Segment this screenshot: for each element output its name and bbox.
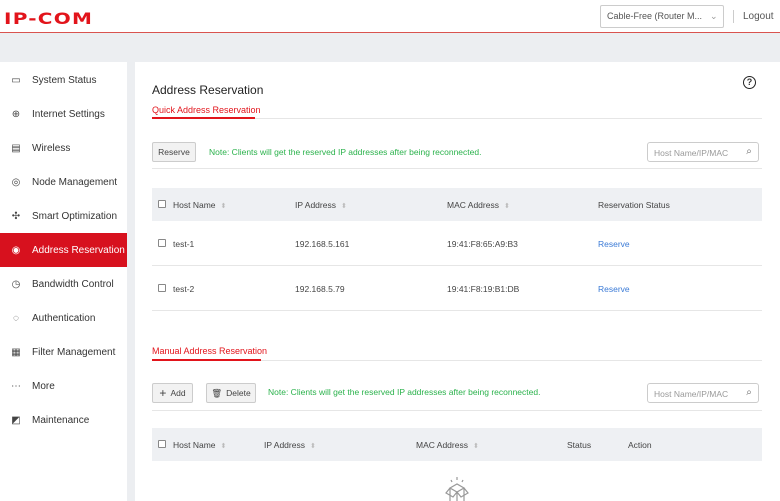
column-status: Status bbox=[567, 440, 592, 450]
chevron-down-icon: ⌄ bbox=[710, 11, 718, 21]
search-placeholder: Host Name/IP/MAC bbox=[654, 148, 729, 158]
divider bbox=[152, 265, 762, 266]
plus-icon: + bbox=[159, 386, 167, 400]
sidebar-item-address-reservation[interactable]: ◉ Address Reservation bbox=[0, 233, 127, 267]
reserve-link[interactable]: Reserve bbox=[598, 284, 630, 294]
reserve-button[interactable]: Reserve bbox=[152, 142, 196, 162]
mac-address: 19:41:F8:19:B1:DB bbox=[447, 284, 520, 294]
sidebar-item-wireless[interactable]: ▤ Wireless bbox=[0, 131, 127, 165]
globe-icon: ⊕ bbox=[11, 108, 21, 120]
wireless-icon: ▤ bbox=[11, 142, 21, 154]
column-mac-address[interactable]: MAC Address ⬍ bbox=[447, 200, 510, 210]
sidebar-item-system-status[interactable]: ▭ System Status bbox=[0, 63, 127, 97]
ip-address: 192.168.5.79 bbox=[295, 284, 345, 294]
column-ip-address[interactable]: IP Address ⬍ bbox=[264, 440, 316, 450]
divider bbox=[733, 10, 734, 23]
sidebar-item-label: Authentication bbox=[32, 312, 96, 324]
header: IP-COM Cable-Free (Router M... ⌄ Logout bbox=[0, 0, 780, 33]
delete-button[interactable]: 🗑 Delete bbox=[206, 383, 256, 403]
sort-icon: ⬍ bbox=[472, 443, 479, 450]
reserve-link[interactable]: Reserve bbox=[598, 239, 630, 249]
logout-link[interactable]: Logout bbox=[743, 11, 774, 22]
ip-address: 192.168.5.161 bbox=[295, 239, 350, 249]
authentication-icon: ◌ bbox=[13, 312, 19, 324]
main-panel: Address Reservation ? Quick Address Rese… bbox=[135, 62, 780, 501]
sidebar-item-label: Maintenance bbox=[32, 414, 90, 426]
quick-search-input[interactable]: Host Name/IP/MAC ⌕ bbox=[647, 142, 759, 162]
sidebar-item-label: Smart Optimization bbox=[32, 210, 118, 222]
quick-table-header: Host Name ⬍ IP Address ⬍ MAC Address ⬍ Rese… bbox=[152, 188, 762, 221]
mode-select[interactable]: Cable-Free (Router M... ⌄ bbox=[600, 5, 724, 28]
host-name: test-2 bbox=[173, 284, 195, 294]
sidebar-item-label: Internet Settings bbox=[32, 108, 105, 120]
divider bbox=[152, 118, 762, 119]
address-icon: ◉ bbox=[11, 244, 21, 256]
maintenance-icon: ◩ bbox=[11, 414, 21, 426]
divider bbox=[152, 410, 762, 411]
column-reservation-status: Reservation Status bbox=[598, 200, 670, 210]
sidebar-item-more[interactable]: ⋯ More bbox=[0, 369, 127, 403]
page-title: Address Reservation bbox=[152, 83, 264, 97]
monitor-icon: ▭ bbox=[11, 74, 21, 86]
filter-icon: ▦ bbox=[11, 346, 21, 358]
note-text: Note: Clients will get the reserved IP a… bbox=[209, 147, 482, 157]
select-all-checkbox[interactable] bbox=[158, 200, 166, 208]
help-icon[interactable]: ? bbox=[743, 76, 756, 89]
divider bbox=[152, 310, 762, 311]
optimization-icon: ✣ bbox=[11, 210, 21, 222]
manual-table-header: Host Name ⬍ IP Address ⬍ MAC Address ⬍ Stat… bbox=[152, 428, 762, 461]
divider bbox=[152, 168, 762, 169]
mac-address: 19:41:F8:65:A9:B3 bbox=[447, 239, 518, 249]
table-row: test-2 192.168.5.79 19:41:F8:19:B1:DB Re… bbox=[152, 266, 762, 311]
host-name: test-1 bbox=[173, 239, 195, 249]
search-icon[interactable]: ⌕ bbox=[746, 387, 752, 398]
tab-quick-reservation[interactable]: Quick Address Reservation bbox=[152, 105, 261, 115]
column-host-name[interactable]: Host Name ⬍ bbox=[173, 440, 227, 450]
sidebar-item-filter-management[interactable]: ▦ Filter Management bbox=[0, 335, 127, 369]
divider bbox=[152, 360, 762, 361]
sidebar-item-internet-settings[interactable]: ⊕ Internet Settings bbox=[0, 97, 127, 131]
note-text: Note: Clients will get the reserved IP a… bbox=[268, 387, 541, 397]
trash-icon: 🗑 bbox=[211, 387, 223, 398]
column-action: Action bbox=[628, 440, 652, 450]
sidebar-item-label: Filter Management bbox=[32, 346, 116, 358]
logo: IP-COM bbox=[4, 9, 94, 28]
tab-manual-reservation[interactable]: Manual Address Reservation bbox=[152, 346, 268, 356]
search-icon[interactable]: ⌕ bbox=[746, 146, 752, 157]
mode-select-value: Cable-Free (Router M... bbox=[607, 11, 703, 21]
sort-icon: ⬍ bbox=[340, 203, 347, 210]
sidebar: ▭ System Status ⊕ Internet Settings ▤ Wireles… bbox=[0, 62, 127, 501]
sidebar-item-authentication[interactable]: ◌ Authentication bbox=[0, 301, 127, 335]
sort-icon: ⬍ bbox=[503, 203, 510, 210]
sort-icon: ⬍ bbox=[220, 203, 227, 210]
select-all-checkbox[interactable] bbox=[158, 440, 166, 448]
sidebar-item-label: Address Reservation bbox=[32, 244, 125, 256]
more-icon: ⋯ bbox=[11, 380, 21, 392]
bandwidth-icon: ◷ bbox=[11, 278, 21, 290]
manual-search-input[interactable]: Host Name/IP/MAC ⌕ bbox=[647, 383, 759, 403]
sidebar-item-bandwidth-control[interactable]: ◷ Bandwidth Control bbox=[0, 267, 127, 301]
tab-underline bbox=[152, 117, 255, 119]
sidebar-item-label: System Status bbox=[32, 74, 97, 86]
sidebar-item-label: Bandwidth Control bbox=[32, 278, 114, 290]
sidebar-item-label: Node Management bbox=[32, 176, 118, 188]
sort-icon: ⬍ bbox=[220, 443, 227, 450]
sort-icon: ⬍ bbox=[309, 443, 316, 450]
sidebar-item-label: More bbox=[32, 380, 55, 392]
row-checkbox[interactable] bbox=[158, 284, 166, 292]
column-host-name[interactable]: Host Name ⬍ bbox=[173, 200, 227, 210]
table-row: test-1 192.168.5.161 19:41:F8:65:A9:B3 R… bbox=[152, 221, 762, 266]
row-checkbox[interactable] bbox=[158, 239, 166, 247]
node-icon: ◎ bbox=[11, 176, 21, 188]
column-ip-address[interactable]: IP Address ⬍ bbox=[295, 200, 347, 210]
add-button[interactable]: + Add bbox=[152, 383, 193, 403]
empty-box-icon bbox=[445, 477, 469, 501]
tab-underline bbox=[152, 359, 261, 361]
sidebar-item-label: Wireless bbox=[32, 142, 71, 154]
column-mac-address[interactable]: MAC Address ⬍ bbox=[416, 440, 479, 450]
search-placeholder: Host Name/IP/MAC bbox=[654, 389, 729, 399]
sidebar-item-smart-optimization[interactable]: ✣ Smart Optimization bbox=[0, 199, 127, 233]
sidebar-item-node-management[interactable]: ◎ Node Management bbox=[0, 165, 127, 199]
sidebar-item-maintenance[interactable]: ◩ Maintenance bbox=[0, 403, 127, 437]
